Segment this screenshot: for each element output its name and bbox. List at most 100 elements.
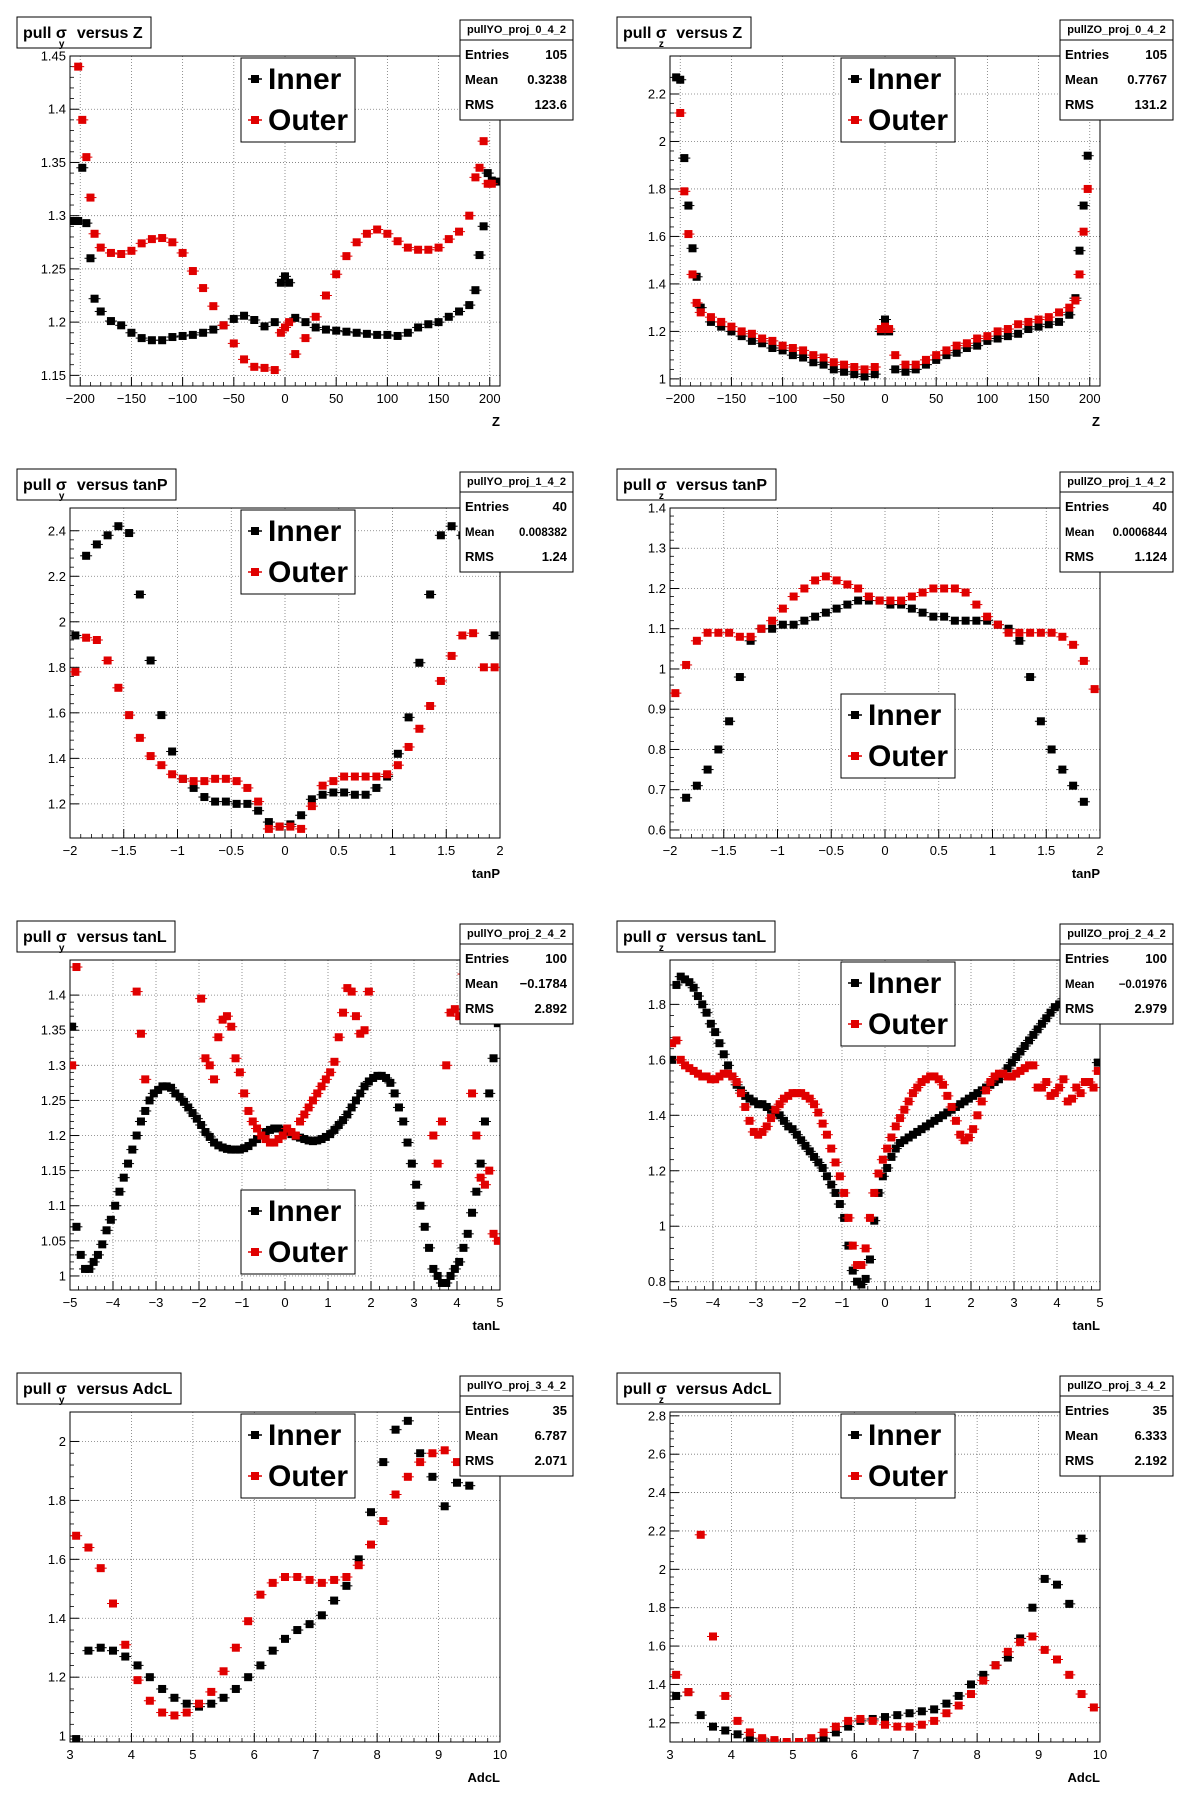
series-inner xyxy=(670,73,1094,381)
data-point-inner xyxy=(221,797,230,806)
x-tick-label: −150 xyxy=(117,391,146,406)
legend-marker xyxy=(851,752,859,760)
data-point-outer xyxy=(261,1135,270,1144)
data-point-inner xyxy=(149,1089,158,1098)
data-point-outer xyxy=(999,1069,1008,1078)
data-point-inner xyxy=(367,1508,375,1517)
data-point-outer xyxy=(403,243,412,252)
data-point-inner xyxy=(883,1163,892,1172)
x-axis: −200 −150 −100 −50 0 50 100 150 200 Z xyxy=(66,377,501,429)
data-point-outer xyxy=(307,802,316,811)
title-main: pull σ xyxy=(23,477,67,494)
data-point-inner xyxy=(741,1091,750,1100)
title-subscript: y xyxy=(59,1395,65,1406)
data-point-outer xyxy=(471,173,480,182)
data-point-inner xyxy=(831,1728,840,1737)
data-point-outer xyxy=(1072,1083,1081,1092)
stats-label: Mean xyxy=(1065,1428,1098,1443)
x-tick-label: 100 xyxy=(977,391,999,406)
data-point-outer xyxy=(972,600,981,609)
data-point-inner xyxy=(145,1096,154,1105)
data-point-outer xyxy=(990,1072,999,1081)
stats-value: 0.7767 xyxy=(1127,72,1167,87)
data-point-inner xyxy=(768,624,777,633)
data-point-outer xyxy=(934,1075,943,1084)
data-point-inner xyxy=(1004,624,1013,633)
data-point-inner xyxy=(218,1143,227,1152)
data-point-outer xyxy=(1079,227,1088,236)
data-point-inner xyxy=(393,331,402,340)
data-point-outer xyxy=(868,1716,877,1725)
data-point-inner xyxy=(305,1620,314,1629)
stats-value: 1.24 xyxy=(542,549,568,564)
x-tick-label: −1.5 xyxy=(111,843,137,858)
y-tick-label: 1.6 xyxy=(648,1052,666,1067)
data-point-outer xyxy=(688,270,697,279)
data-point-inner xyxy=(881,315,889,324)
data-point-outer xyxy=(782,1738,791,1742)
data-point-inner xyxy=(103,531,112,540)
x-tick-label: −200 xyxy=(666,391,695,406)
data-point-inner xyxy=(929,612,938,621)
x-tick-label: 150 xyxy=(428,391,450,406)
x-tick-label: −1 xyxy=(170,843,185,858)
data-point-inner xyxy=(250,316,259,324)
data-point-inner xyxy=(85,1264,94,1273)
y-tick-label: 1.2 xyxy=(48,796,66,811)
data-point-outer xyxy=(256,1590,265,1599)
data-point-inner xyxy=(725,717,734,726)
data-point-inner xyxy=(818,1163,827,1172)
data-point-outer xyxy=(96,243,105,252)
y-tick-label: 1.3 xyxy=(48,1058,66,1073)
x-tick-label: 1.5 xyxy=(1037,843,1055,858)
data-point-outer xyxy=(475,163,484,172)
data-point-inner xyxy=(861,1274,870,1283)
legend-marker xyxy=(851,1431,859,1439)
data-point-outer xyxy=(768,616,777,625)
data-point-outer xyxy=(286,822,295,831)
data-point-inner xyxy=(893,1711,902,1720)
data-point-inner xyxy=(788,1125,797,1134)
data-point-outer xyxy=(354,1561,363,1570)
stats-label: RMS xyxy=(465,97,494,112)
data-point-inner xyxy=(784,1122,793,1131)
data-point-outer xyxy=(219,1667,228,1676)
data-point-inner xyxy=(300,1135,309,1144)
x-tick-label: 3 xyxy=(410,1295,417,1310)
data-point-outer xyxy=(977,1097,986,1106)
data-point-outer xyxy=(291,350,300,359)
x-tick-label: 1 xyxy=(924,1295,931,1310)
data-point-inner xyxy=(853,1277,862,1286)
data-point-inner xyxy=(106,317,115,326)
data-point-outer xyxy=(147,235,156,244)
data-point-inner xyxy=(135,590,144,599)
stats-value: 123.6 xyxy=(534,97,567,112)
series-outer xyxy=(670,1036,1100,1270)
y-tick-label: 1 xyxy=(59,1268,66,1283)
data-point-inner xyxy=(145,1673,154,1682)
data-point-outer xyxy=(745,1116,754,1125)
stats-label: RMS xyxy=(1065,549,1094,564)
data-point-inner xyxy=(96,1643,105,1652)
data-point-inner xyxy=(243,799,252,808)
data-point-outer xyxy=(1089,1703,1098,1712)
data-point-outer xyxy=(832,576,841,585)
data-point-outer xyxy=(109,1599,117,1608)
y-tick-label: 1.15 xyxy=(41,1163,66,1178)
y-tick-label: 1.4 xyxy=(648,1677,666,1692)
data-point-outer xyxy=(950,584,959,593)
data-point-outer xyxy=(71,667,80,676)
data-point-outer xyxy=(82,153,91,162)
data-point-inner xyxy=(918,608,927,617)
x-tick-label: 1 xyxy=(324,1295,331,1310)
data-point-inner xyxy=(921,360,930,369)
data-point-outer xyxy=(807,1734,816,1742)
title-box xyxy=(16,16,152,49)
data-point-inner xyxy=(715,1039,724,1048)
data-point-inner xyxy=(735,673,744,682)
data-point-inner xyxy=(229,314,238,323)
data-point-outer xyxy=(1003,325,1012,334)
stats-value: −0.01976 xyxy=(1119,979,1167,991)
data-point-inner xyxy=(127,328,136,337)
